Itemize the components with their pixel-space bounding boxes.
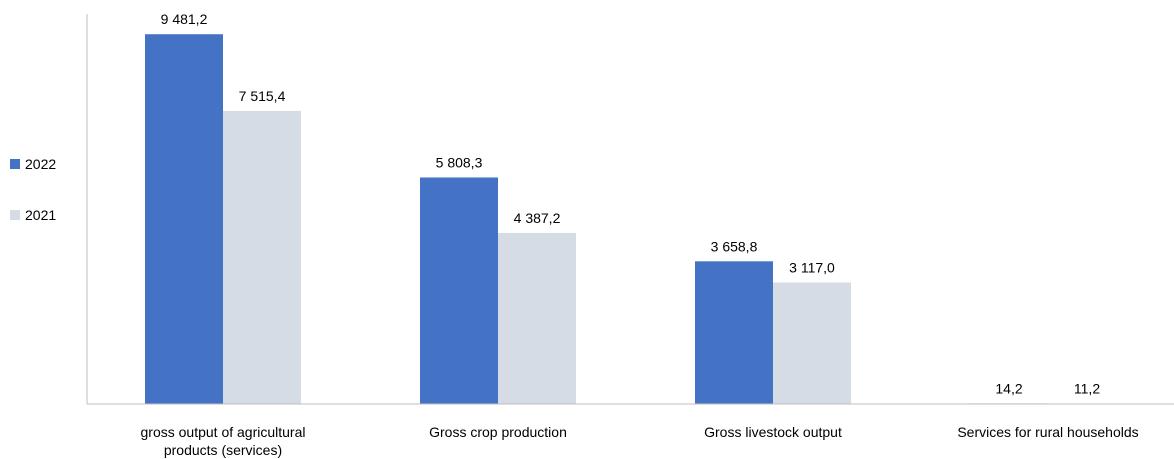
data-label-2021-2: 3 117,0: [789, 259, 835, 275]
legend-swatch-2022: [10, 159, 20, 169]
legend-label-2021: 2021: [25, 207, 57, 223]
category-label-2: Gross livestock output: [704, 424, 842, 440]
category-label-0-line2: products (services): [164, 442, 282, 458]
legend-label-2022: 2022: [25, 156, 57, 172]
data-label-2022-3: 14,2: [995, 380, 1022, 396]
data-label-2021-0: 7 515,4: [239, 88, 286, 104]
data-label-2021-1: 4 387,2: [514, 210, 561, 226]
bar-2022-1: [420, 177, 498, 404]
category-label-0: gross output of agricultural: [141, 424, 306, 440]
bar-2021-1: [498, 232, 576, 404]
category-label-1: Gross crop production: [429, 424, 567, 440]
bar-2021-2: [773, 282, 851, 404]
legend-item-2022: 2022: [10, 154, 56, 174]
data-label-2022-1: 5 808,3: [436, 154, 483, 170]
bar-2021-0: [223, 110, 301, 404]
bar-2022-0: [145, 34, 223, 404]
data-label-2022-2: 3 658,8: [711, 238, 758, 254]
data-label-2021-3: 11,2: [1074, 381, 1100, 397]
category-label-3: Services for rural households: [957, 424, 1138, 440]
data-label-2022-0: 9 481,2: [161, 11, 208, 27]
legend-swatch-2021: [10, 210, 20, 220]
legend: 2022 2021: [10, 154, 56, 256]
legend-item-2021: 2021: [10, 205, 56, 225]
bar-2022-2: [695, 261, 773, 404]
